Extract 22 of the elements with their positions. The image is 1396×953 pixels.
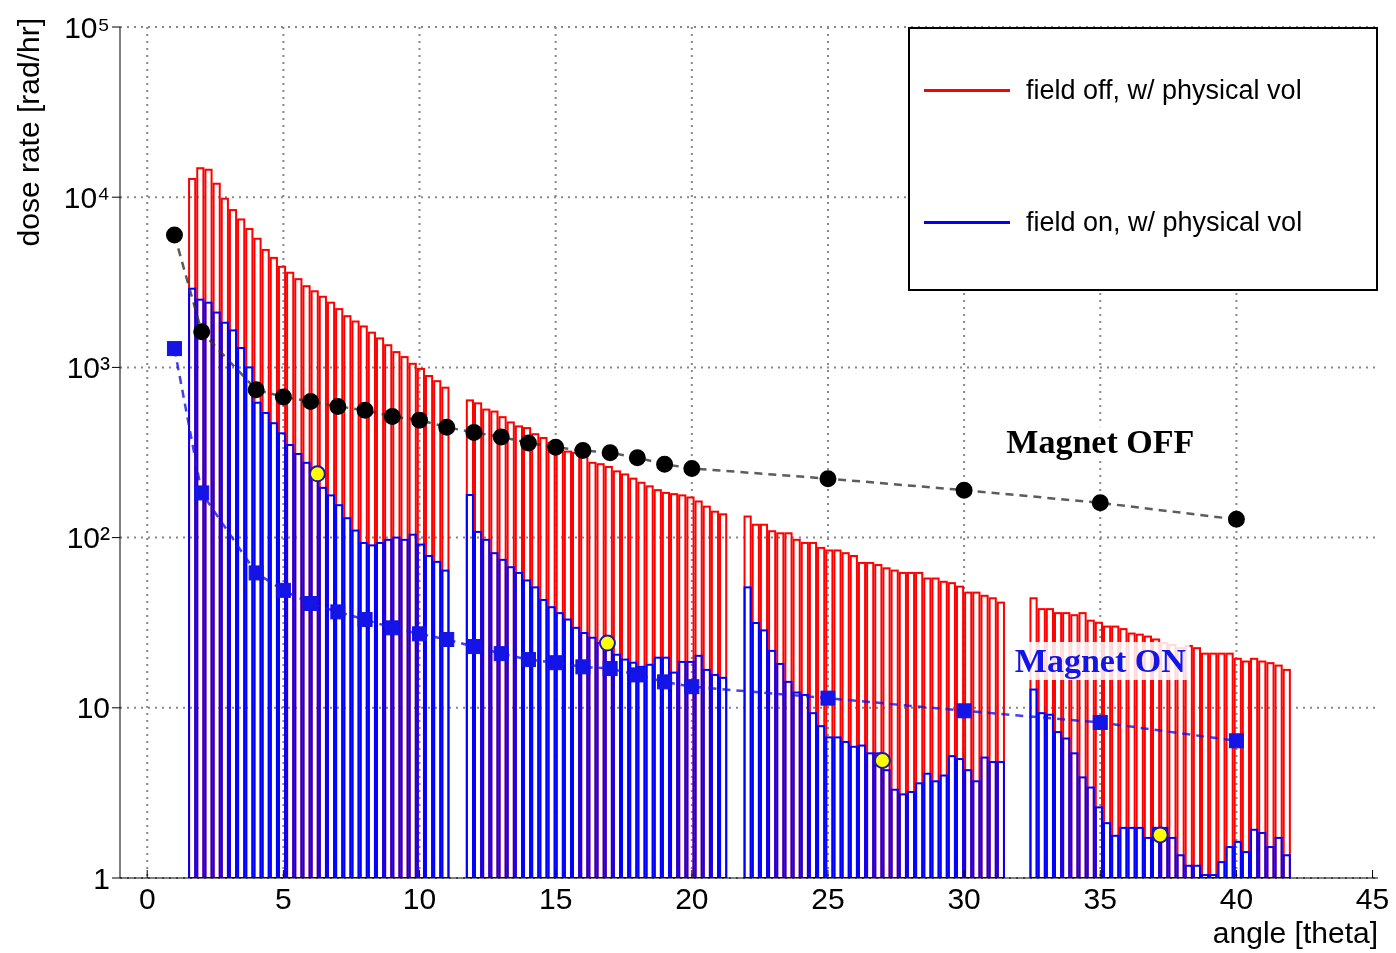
y-tick-label: 10 (76, 691, 110, 725)
legend-label: field on, w/ physical vol (1026, 207, 1303, 238)
x-tick-label: 45 (1355, 882, 1390, 916)
x-tick-label: 5 (275, 882, 292, 916)
x-tick-label: 0 (138, 882, 156, 916)
y-tick-label: 10² (66, 521, 111, 555)
x-tick-label: 30 (947, 882, 981, 916)
x-tick-label: 20 (675, 882, 709, 916)
x-tick-label: 25 (811, 882, 845, 916)
x-tick-label: 40 (1219, 882, 1254, 916)
x-tick-label: 35 (1083, 882, 1117, 916)
x-axis-title: angle [theta] (1212, 916, 1378, 950)
legend-label: field off, w/ physical vol (1026, 75, 1302, 106)
y-tick-label: 10⁴ (63, 180, 110, 214)
x-tick-label: 15 (538, 882, 573, 916)
y-tick-label: 1 (93, 861, 110, 895)
y-tick-label: 10⁵ (64, 10, 110, 44)
series-label: Magnet ON (1010, 642, 1190, 681)
y-tick-label: 10³ (66, 351, 111, 385)
series-label: Magnet OFF (1002, 422, 1199, 461)
x-tick-label: 10 (402, 882, 437, 916)
y-axis-title: dose rate [rad/hr] (12, 18, 46, 247)
